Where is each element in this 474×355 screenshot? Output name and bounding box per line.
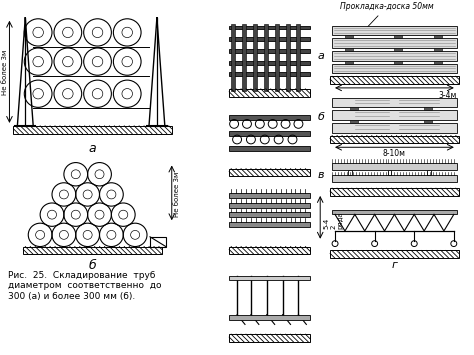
Bar (242, 24, 246, 91)
Bar (332, 98, 457, 107)
Bar (229, 193, 310, 198)
Bar (229, 72, 310, 76)
Text: г: г (392, 260, 397, 270)
Bar (253, 24, 257, 91)
Bar (424, 120, 432, 123)
Bar (330, 76, 459, 84)
Bar (394, 36, 402, 38)
Text: Рис.  25.  Складирование  труб
диаметром  соответственно  до
300 (а) и более 300: Рис. 25. Складирование труб диаметром со… (9, 271, 162, 301)
Bar (332, 163, 457, 170)
Bar (332, 110, 457, 120)
Bar (348, 170, 352, 175)
Bar (229, 146, 310, 151)
Text: Не более 3м: Не более 3м (174, 172, 180, 218)
Bar (434, 61, 442, 64)
Bar (13, 126, 172, 133)
Bar (350, 120, 358, 123)
Bar (434, 36, 442, 38)
Bar (229, 26, 310, 29)
Bar (229, 246, 310, 254)
Bar (229, 334, 310, 342)
Bar (229, 203, 310, 208)
Bar (332, 38, 457, 48)
Bar (229, 61, 310, 65)
Bar (296, 24, 301, 91)
Bar (394, 61, 402, 64)
Bar (332, 64, 457, 73)
Bar (332, 123, 457, 133)
Bar (229, 115, 310, 120)
Bar (330, 188, 459, 196)
Bar (229, 37, 310, 41)
Text: 8-10м: 8-10м (383, 149, 406, 158)
Bar (332, 26, 457, 36)
Bar (332, 51, 457, 61)
Bar (345, 36, 353, 38)
Text: Не более 3м: Не более 3м (2, 50, 9, 95)
Bar (229, 213, 310, 217)
Bar (23, 246, 162, 254)
Bar (229, 169, 310, 176)
Bar (231, 24, 235, 91)
Text: 5-4
2
ряда: 5-4 2 ряда (323, 211, 343, 229)
Bar (345, 48, 353, 51)
Text: а: а (89, 142, 96, 155)
Bar (330, 250, 459, 258)
Bar (434, 48, 442, 51)
Bar (229, 49, 310, 53)
Bar (424, 107, 432, 110)
Bar (150, 237, 166, 246)
Text: 3-4м: 3-4м (438, 91, 457, 100)
Bar (330, 136, 459, 143)
Text: б: б (89, 259, 96, 272)
Bar (229, 222, 310, 227)
Bar (229, 89, 310, 97)
Text: б: б (317, 111, 324, 122)
Bar (274, 24, 279, 91)
Bar (350, 107, 358, 110)
Bar (394, 48, 402, 51)
Bar (427, 170, 431, 175)
Text: в: в (318, 170, 324, 180)
Bar (229, 131, 310, 136)
Bar (388, 170, 392, 175)
Bar (285, 24, 290, 91)
Bar (264, 24, 268, 91)
Bar (229, 315, 310, 320)
Bar (332, 209, 457, 214)
Text: а: а (317, 51, 324, 61)
Bar (229, 276, 310, 280)
Bar (345, 61, 353, 64)
Text: Прокладка-доска 50мм: Прокладка-доска 50мм (340, 2, 434, 34)
Bar (332, 175, 457, 182)
